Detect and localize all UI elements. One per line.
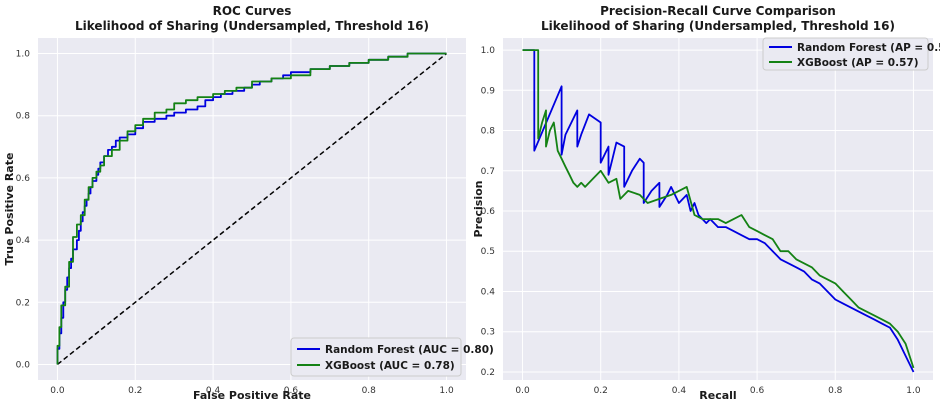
roc-legend-label-xgboost: XGBoost (AUC = 0.78) [325,360,455,372]
pr-legend: Random Forest (AP = 0.58) XGBoost (AP = … [762,37,940,71]
pr-subtitle: Likelihood of Sharing (Undersampled, Thr… [541,19,895,33]
roc-tick-labels: 0.0 0.2 0.4 0.6 0.8 1.0 0.0 0.2 0.4 0.6 0.8 1.0 [16,50,454,396]
pr-series-xgboost-line [522,49,915,369]
roc-diagonal-reference [56,52,448,366]
pr-y-tick-label: 0.6 [481,207,496,217]
roc-x-tick-label: 0.4 [206,386,221,396]
pr-y-tick-label: 0.5 [481,247,495,257]
roc-y-tick-label: 0.0 [16,360,31,370]
pr-x-tick-label: 0.8 [828,386,843,396]
pr-y-tick-label: 0.8 [481,127,496,137]
roc-y-tick-label: 0.4 [16,236,31,246]
pr-y-tick-label: 0.2 [481,368,495,378]
pr-x-tick-label: 0.0 [515,386,530,396]
roc-series-xgboost-line [56,52,447,365]
pr-legend-box [762,37,929,71]
pr-x-tick-label: 0.4 [672,386,687,396]
pr-x-axis-label: Recall [699,389,736,402]
roc-y-tick-label: 0.6 [16,174,31,184]
pr-x-tick-label: 0.2 [594,386,608,396]
pr-y-tick-label: 0.4 [481,287,496,297]
roc-x-tick-label: 1.0 [439,386,454,396]
roc-subtitle: Likelihood of Sharing (Undersampled, Thr… [75,19,429,33]
roc-x-tick-label: 0.2 [128,386,142,396]
pr-y-tick-label: 0.9 [481,86,496,96]
pr-title: Precision-Recall Curve Comparison [600,4,836,18]
roc-y-tick-label: 1.0 [16,50,31,60]
roc-y-tick-label: 0.2 [16,298,30,308]
pr-legend-label-random-forest: Random Forest (AP = 0.58) [797,42,940,54]
roc-legend-label-random-forest: Random Forest (AUC = 0.80) [325,344,494,356]
roc-diagonal-line [56,52,448,366]
roc-legend: Random Forest (AUC = 0.80) XGBoost (AUC … [290,337,494,377]
precision-recall-chart: 0.0 0.2 0.4 0.6 0.8 1.0 0.2 0.3 0.4 0.5 0.6 0.7 0.8 0… [472,4,940,402]
pr-y-tick-label: 0.3 [481,328,495,338]
roc-legend-box [290,337,462,377]
pr-tick-labels: 0.0 0.2 0.4 0.6 0.8 1.0 0.2 0.3 0.4 0.5 0.6 0.7 0.8 0… [481,46,921,396]
roc-y-tick-label: 0.8 [16,112,31,122]
pr-x-tick-label: 0.6 [750,386,765,396]
pr-x-tick-label: 1.0 [906,386,921,396]
roc-x-tick-label: 0.8 [362,386,377,396]
pr-y-tick-label: 1.0 [481,46,496,56]
roc-series-lines [56,52,447,365]
pr-y-tick-label: 0.7 [481,167,495,177]
roc-title: ROC Curves [213,4,292,18]
roc-y-axis-label: True Positive Rate [3,153,16,266]
pr-y-axis-label: Precision [472,181,485,238]
pr-legend-label-xgboost: XGBoost (AP = 0.57) [797,57,919,69]
pr-series-lines [522,49,915,373]
roc-chart: 0.0 0.2 0.4 0.6 0.8 1.0 0.0 0.2 0.4 0.6 0.8 1.0 ROC… [3,4,494,402]
pr-plot-area [503,38,933,380]
roc-x-axis-label: False Positive Rate [193,389,311,402]
roc-x-tick-label: 0.6 [284,386,299,396]
roc-x-tick-label: 0.0 [50,386,65,396]
